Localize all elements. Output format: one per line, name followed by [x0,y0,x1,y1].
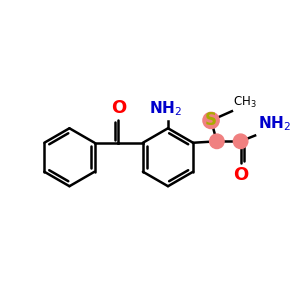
Circle shape [203,112,219,129]
Text: O: O [233,166,248,184]
Text: NH$_2$: NH$_2$ [149,99,182,118]
Text: NH$_2$: NH$_2$ [258,114,291,133]
Text: O: O [111,99,126,117]
Circle shape [210,134,224,148]
Text: CH$_3$: CH$_3$ [233,94,257,110]
Text: S: S [205,111,217,129]
Circle shape [233,134,248,148]
